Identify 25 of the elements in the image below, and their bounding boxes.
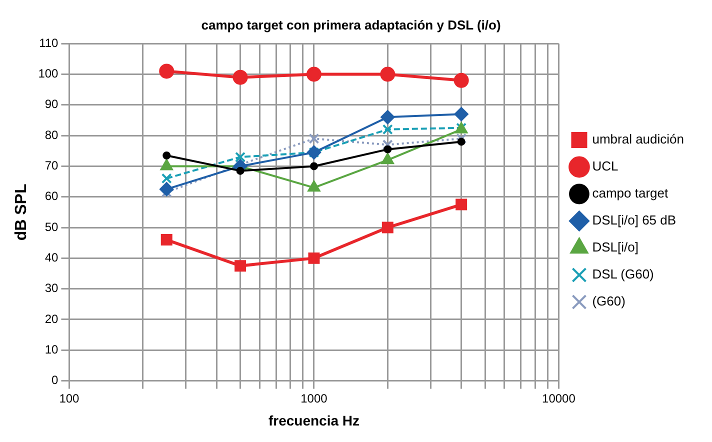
y-tick-label: 50 bbox=[44, 220, 59, 234]
y-tick-label: 40 bbox=[44, 250, 59, 264]
y-axis-title: dB SPL bbox=[13, 184, 30, 241]
legend-label: (G60) bbox=[592, 294, 626, 309]
legend-label: DSL (G60) bbox=[592, 266, 654, 282]
y-tick-label: 10 bbox=[44, 342, 59, 356]
y-tick-label: 60 bbox=[44, 189, 59, 204]
y-tick-label: 110 bbox=[39, 36, 59, 50]
y-tick-label: 100 bbox=[38, 66, 59, 81]
x-tick-label: 100 bbox=[59, 391, 80, 406]
chart-title: campo target con primera adaptación y DSL (i/o) bbox=[201, 17, 501, 32]
legend-label: DSL[i/o] 65 dB bbox=[592, 212, 676, 228]
legend-label: DSL[i/o] bbox=[592, 240, 638, 255]
legend-label: campo target bbox=[592, 186, 668, 201]
y-tick-label: 70 bbox=[44, 158, 59, 173]
y-tick-label: 20 bbox=[44, 312, 59, 326]
y-tick-label: 90 bbox=[44, 97, 59, 112]
y-tick-label: 30 bbox=[44, 281, 59, 296]
legend-label: umbral audición bbox=[592, 132, 684, 147]
x-tick-label: 10000 bbox=[542, 391, 576, 406]
y-tick-label: 0 bbox=[52, 373, 59, 388]
x-tick-label: 1000 bbox=[300, 391, 328, 406]
legend-label: UCL bbox=[592, 158, 618, 174]
x-axis-title: frecuencia Hz bbox=[268, 412, 360, 428]
y-tick-label: 80 bbox=[44, 128, 59, 142]
